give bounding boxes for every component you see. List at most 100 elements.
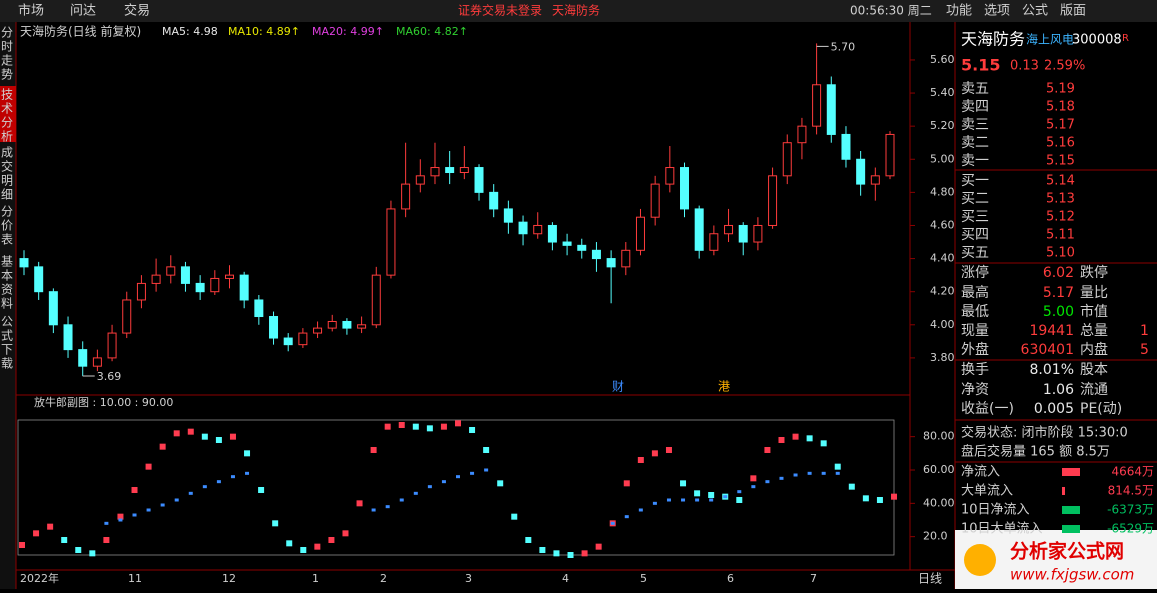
tool-item[interactable]: 公式	[1022, 4, 1048, 19]
signal-dot	[104, 521, 109, 525]
signal-dot	[413, 491, 418, 495]
indicator-frame	[17, 419, 895, 556]
y-tick-label: 80.00	[923, 430, 955, 443]
date-label: 12	[222, 572, 236, 585]
main-bar	[581, 550, 588, 557]
main-bar	[75, 547, 82, 553]
candle-body	[430, 167, 440, 177]
side-tab-char[interactable]: 价	[1, 219, 13, 233]
y-tick-label: 40.00	[923, 496, 955, 509]
side-tab-char[interactable]: 本	[1, 269, 13, 283]
side-tab-char[interactable]: 交	[1, 159, 13, 174]
stat-cell: 股本	[1080, 362, 1108, 378]
candle-body	[621, 249, 631, 268]
main-bar	[426, 425, 433, 432]
side-tab-char[interactable]: 细	[1, 188, 13, 202]
stat-cell: 8.01%	[1030, 362, 1074, 378]
date-label: 1	[312, 572, 319, 585]
tool-item[interactable]: 选项	[984, 4, 1010, 19]
notice: 证券交易未登录	[458, 3, 542, 18]
clock: 00:56:30 周二	[850, 4, 932, 18]
candle-body	[753, 224, 763, 243]
main-bar	[131, 487, 138, 493]
main-bar	[159, 443, 166, 450]
ask-label: 卖一	[961, 153, 989, 169]
side-tab-char[interactable]: 术	[1, 102, 13, 116]
y-tick-label: 4.40	[930, 252, 955, 265]
stock-name: 天海防务	[961, 30, 1025, 49]
stat-cell: 总量	[1080, 323, 1108, 339]
menu-item[interactable]: 交易	[124, 3, 150, 19]
candle-body	[224, 274, 234, 279]
main-bar	[272, 520, 279, 527]
candle-body	[503, 208, 513, 223]
ask-label: 卖二	[961, 135, 989, 151]
stat-cell: PE(动)	[1080, 401, 1122, 417]
candle-body	[459, 167, 469, 174]
side-tab-char[interactable]: 下	[1, 343, 13, 357]
status: 交易状态: 闭市阶段 15:30:0	[961, 425, 1128, 441]
ask-price: 5.17	[1046, 118, 1075, 133]
signal-dot	[681, 498, 686, 502]
main-bar	[201, 433, 208, 440]
stat-cell: 5.17	[1043, 285, 1074, 301]
menu-item[interactable]: 市场	[18, 3, 44, 19]
ask-label: 卖四	[961, 99, 989, 115]
side-tab-char[interactable]: 表	[1, 233, 13, 247]
side-tab-char[interactable]: 公	[1, 315, 13, 329]
y-tick-label: 4.80	[930, 185, 955, 198]
candle-body	[885, 133, 895, 177]
side-tab-char[interactable]: 成	[1, 146, 13, 160]
side-tab-char[interactable]: 基	[1, 255, 13, 269]
side-tab-char[interactable]: 载	[1, 357, 13, 371]
main-bar	[511, 513, 518, 520]
main-bar	[61, 537, 68, 543]
main-bar	[412, 423, 419, 430]
signal-dot	[695, 498, 700, 502]
stat-cell: 6.02	[1043, 265, 1074, 281]
signal-dot	[188, 491, 193, 495]
side-tab-char[interactable]: 式	[1, 329, 13, 343]
main-bar	[328, 537, 335, 543]
signal-dot	[441, 480, 446, 484]
main-bar	[665, 447, 672, 453]
bid-label: 买二	[961, 191, 989, 207]
main-bar	[356, 500, 363, 507]
candle-body	[797, 125, 807, 144]
signal-dot	[765, 480, 770, 484]
y-tick-label: 60.00	[923, 463, 955, 476]
main-bar	[637, 457, 644, 463]
tool-item[interactable]: 功能	[946, 4, 972, 19]
candle-body	[680, 167, 690, 210]
side-tab-char[interactable]: 走	[1, 54, 13, 68]
side-tab-char[interactable]: 资	[1, 283, 13, 297]
candle-body	[166, 266, 176, 276]
candle-body	[254, 299, 264, 318]
main-bar	[567, 552, 574, 558]
y-tick-label: 5.60	[930, 53, 955, 66]
candle-body	[269, 316, 279, 339]
candle-body	[298, 332, 308, 346]
side-tab-char[interactable]: 明	[1, 174, 13, 188]
y-tick-label: 4.60	[930, 218, 955, 231]
main-bar	[398, 422, 405, 428]
signal-dot	[779, 476, 784, 480]
tool-item[interactable]: 版面	[1060, 4, 1086, 19]
main-bar	[440, 423, 447, 430]
side-tab-char[interactable]: 析	[1, 130, 13, 144]
side-tab-char[interactable]: 分	[1, 116, 13, 130]
side-tab-char[interactable]: 料	[1, 297, 13, 311]
candle-body	[386, 208, 396, 276]
menu-item[interactable]: 问达	[70, 4, 96, 19]
stat-cell: 最低	[961, 304, 989, 320]
side-tab-char[interactable]: 技	[1, 88, 13, 102]
main-bar	[300, 547, 307, 553]
side-tab-char[interactable]: 分	[1, 205, 13, 219]
candle-body	[210, 277, 220, 293]
pct: 2.59%	[1044, 59, 1085, 74]
side-tab-char[interactable]: 分	[1, 26, 13, 40]
side-tab-char[interactable]: 势	[1, 68, 13, 82]
candle-body	[547, 224, 557, 243]
side-tab-char[interactable]: 时	[1, 40, 13, 54]
